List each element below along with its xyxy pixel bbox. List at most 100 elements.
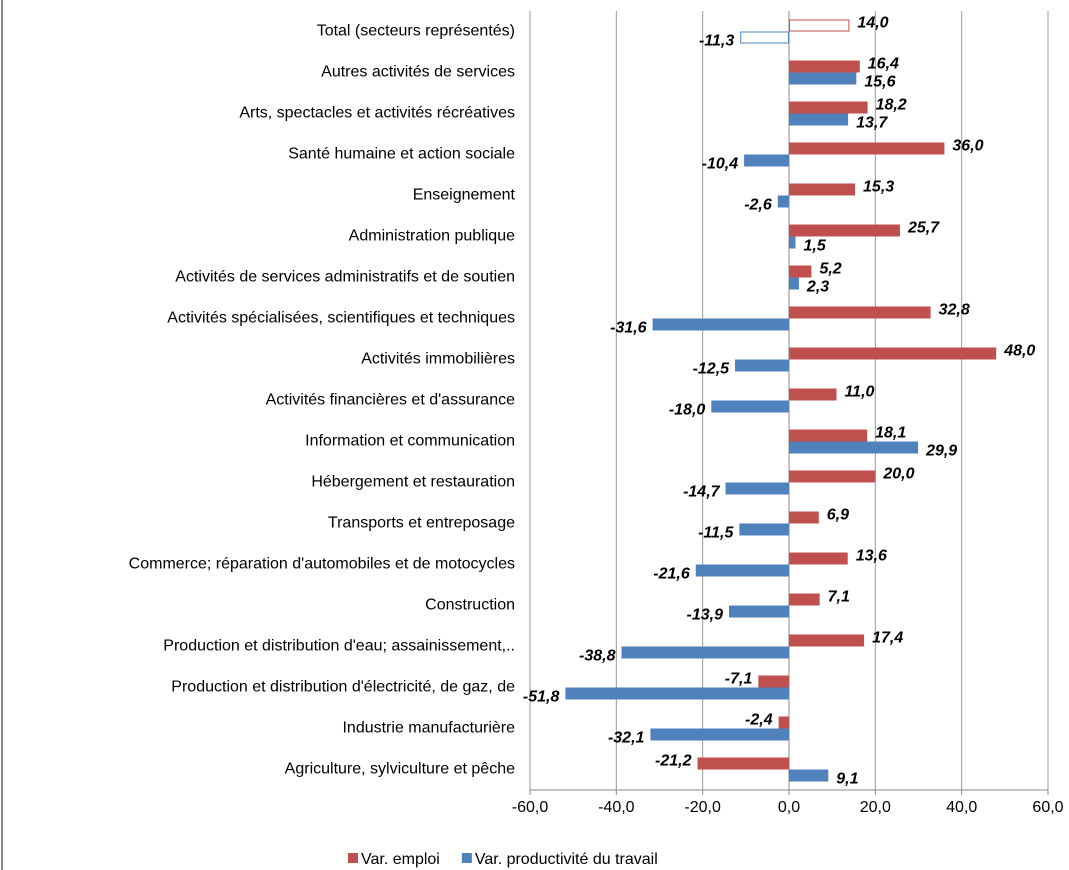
bar bbox=[789, 60, 860, 73]
value-label: 2,3 bbox=[806, 279, 829, 296]
bar bbox=[789, 142, 945, 155]
value-label: 20,0 bbox=[882, 466, 914, 483]
bar bbox=[789, 769, 829, 782]
x-tick-label: 0,0 bbox=[778, 799, 800, 816]
value-label: 11,0 bbox=[844, 384, 874, 401]
value-label: -10,4 bbox=[702, 156, 739, 173]
bar bbox=[789, 511, 819, 524]
value-label: -14,7 bbox=[683, 484, 721, 501]
value-label: -11,3 bbox=[699, 33, 734, 50]
bar bbox=[789, 19, 850, 32]
x-tick-label: 40,0 bbox=[946, 799, 977, 816]
value-label: 1,5 bbox=[803, 238, 826, 255]
value-label: 5,2 bbox=[819, 261, 841, 278]
bar bbox=[789, 101, 868, 114]
value-label: -13,9 bbox=[687, 607, 724, 624]
bar bbox=[789, 277, 799, 290]
category-label: Activités spécialisées, scientifiques et… bbox=[167, 310, 515, 327]
value-label: 7,1 bbox=[828, 589, 850, 606]
category-label: Total (secteurs représentés) bbox=[317, 23, 515, 40]
category-label: Administration publique bbox=[349, 228, 515, 245]
bar bbox=[778, 716, 789, 729]
bar bbox=[621, 646, 789, 659]
value-label: 17,4 bbox=[872, 630, 903, 647]
category-label: Transports et entreposage bbox=[328, 515, 515, 532]
value-label: 18,1 bbox=[875, 425, 906, 442]
value-label: -12,5 bbox=[693, 361, 731, 378]
value-label: -21,2 bbox=[655, 753, 692, 770]
bar bbox=[789, 470, 876, 483]
category-label: Enseignement bbox=[413, 187, 516, 204]
bar bbox=[789, 593, 820, 606]
bar bbox=[711, 400, 789, 413]
bar bbox=[652, 318, 789, 331]
category-label: Commerce; réparation d'automobiles et de… bbox=[129, 556, 515, 573]
bar bbox=[789, 347, 997, 360]
category-label: Industrie manufacturière bbox=[342, 720, 515, 737]
value-label: -2,6 bbox=[744, 197, 772, 214]
value-label: 6,9 bbox=[827, 507, 849, 524]
category-label: Activités financières et d'assurance bbox=[266, 392, 516, 409]
bar bbox=[789, 236, 796, 249]
value-label: 15,3 bbox=[863, 179, 894, 196]
value-label: -38,8 bbox=[579, 648, 616, 665]
category-label: Activités immobilières bbox=[361, 351, 515, 368]
bar bbox=[789, 552, 848, 565]
category-label: Agriculture, sylviculture et pêche bbox=[285, 761, 515, 778]
value-label: -18,0 bbox=[669, 402, 706, 419]
value-label: 29,9 bbox=[925, 443, 957, 460]
category-label: Hébergement et restauration bbox=[311, 474, 515, 491]
bar bbox=[565, 687, 789, 700]
bar bbox=[777, 195, 789, 208]
value-label: 16,4 bbox=[868, 56, 899, 73]
legend-label: Var. productivité du travail bbox=[475, 851, 658, 868]
value-label: -7,1 bbox=[725, 671, 753, 688]
bar bbox=[650, 728, 789, 741]
value-label: 36,0 bbox=[952, 138, 983, 155]
category-label: Santé humaine et action sociale bbox=[288, 146, 515, 163]
bar bbox=[789, 441, 919, 454]
category-label: Autres activités de services bbox=[321, 64, 515, 81]
bar bbox=[697, 757, 789, 770]
value-label: 15,6 bbox=[864, 74, 895, 91]
bar bbox=[789, 113, 849, 126]
category-label: Information et communication bbox=[305, 433, 515, 450]
bar bbox=[789, 265, 812, 278]
legend-label: Var. emploi bbox=[361, 851, 440, 868]
value-label: -31,6 bbox=[610, 320, 647, 337]
value-label: 9,1 bbox=[836, 771, 858, 788]
bar bbox=[789, 429, 868, 442]
category-label: Production et distribution d'électricité… bbox=[171, 679, 515, 696]
bar bbox=[740, 31, 790, 44]
x-tick-label: 60,0 bbox=[1032, 799, 1063, 816]
bar bbox=[735, 359, 789, 372]
category-label: Activités de services administratifs et … bbox=[175, 269, 515, 286]
bar bbox=[789, 72, 857, 85]
value-label: -21,6 bbox=[653, 566, 690, 583]
category-label: Arts, spectacles et activités récréative… bbox=[239, 105, 515, 122]
bar bbox=[725, 482, 789, 495]
bar bbox=[789, 306, 931, 319]
value-label: 13,6 bbox=[856, 548, 887, 565]
value-label: 48,0 bbox=[1003, 343, 1035, 360]
value-label: 14,0 bbox=[857, 15, 888, 32]
value-label: -11,5 bbox=[698, 525, 734, 542]
value-label: -51,8 bbox=[523, 689, 560, 706]
category-label: Construction bbox=[425, 597, 515, 614]
bar bbox=[789, 224, 900, 237]
bar bbox=[739, 523, 789, 536]
legend-swatch bbox=[461, 853, 472, 863]
value-label: -32,1 bbox=[608, 730, 645, 747]
x-tick-label: -20,0 bbox=[684, 799, 721, 816]
bar bbox=[789, 183, 856, 196]
category-label: Production et distribution d'eau; assain… bbox=[163, 638, 515, 655]
bar bbox=[789, 634, 865, 647]
value-label: -2,4 bbox=[745, 712, 773, 729]
value-label: 18,2 bbox=[876, 97, 907, 114]
value-label: 13,7 bbox=[856, 115, 888, 132]
bar bbox=[695, 564, 789, 577]
bar bbox=[728, 605, 789, 618]
bar bbox=[789, 388, 837, 401]
value-label: 25,7 bbox=[907, 220, 940, 237]
bar bbox=[758, 675, 789, 688]
